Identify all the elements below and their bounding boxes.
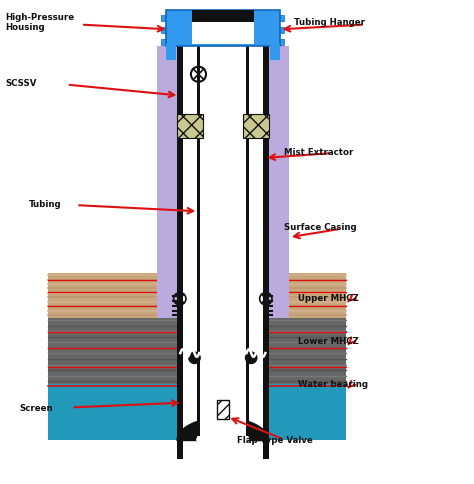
Bar xyxy=(177,39,182,459)
Bar xyxy=(166,44,175,60)
Bar xyxy=(161,15,167,21)
Text: SCSSV: SCSSV xyxy=(5,79,37,88)
Bar xyxy=(279,27,284,33)
Bar xyxy=(243,114,269,138)
Text: High-Pressure
Housing: High-Pressure Housing xyxy=(5,13,74,32)
Bar xyxy=(166,11,280,46)
Bar xyxy=(161,39,167,45)
Text: Water bearing: Water bearing xyxy=(299,380,368,389)
Polygon shape xyxy=(177,418,269,440)
Polygon shape xyxy=(197,427,249,440)
Bar xyxy=(48,384,346,440)
Text: Tubing: Tubing xyxy=(29,200,62,209)
Text: Upper MHCZ: Upper MHCZ xyxy=(299,294,359,303)
Bar xyxy=(279,39,284,45)
Circle shape xyxy=(189,352,200,363)
Bar xyxy=(279,15,284,21)
Bar xyxy=(263,39,269,459)
Bar xyxy=(48,272,346,318)
Bar xyxy=(197,39,200,436)
Bar xyxy=(217,400,229,419)
Bar xyxy=(192,11,254,22)
Text: Flap-type Valve: Flap-type Valve xyxy=(237,436,313,445)
Bar xyxy=(246,39,249,436)
Text: Tubing Hanger: Tubing Hanger xyxy=(294,18,365,27)
Text: Screen: Screen xyxy=(19,404,53,413)
Bar xyxy=(200,39,246,436)
Bar xyxy=(161,27,167,33)
Bar xyxy=(182,39,263,459)
Text: Mist Extractor: Mist Extractor xyxy=(284,148,354,157)
Text: Lower MHCZ: Lower MHCZ xyxy=(299,337,359,346)
Bar xyxy=(192,22,254,44)
Bar xyxy=(156,46,289,318)
Bar xyxy=(270,44,280,60)
Text: Surface Casing: Surface Casing xyxy=(284,223,357,232)
Bar xyxy=(48,318,346,384)
Bar xyxy=(177,114,203,138)
Circle shape xyxy=(246,352,257,363)
